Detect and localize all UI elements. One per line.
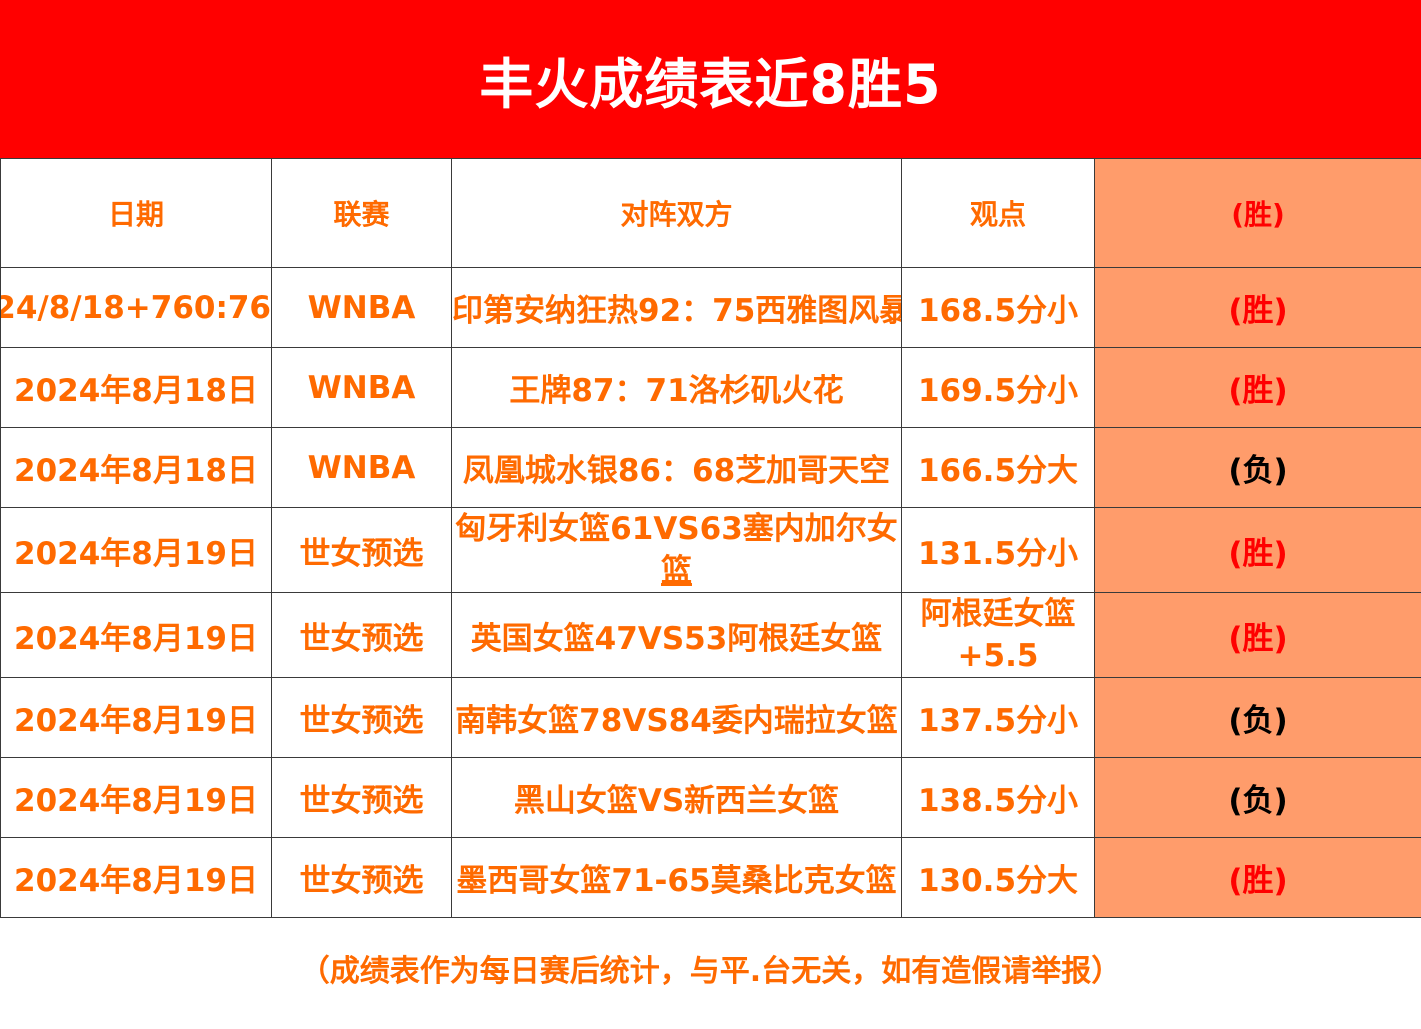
results-table: 日期 联赛 对阵双方 观点 (胜) 2024/8/18+760:76 WNBA … [0,158,1421,918]
table-row: 2024年8月19日 世女预选 黑山女篮VS新西兰女篮 138.5分小 (负) [0,757,1421,838]
header-date: 日期 [0,158,272,268]
header-result: (胜) [1094,158,1421,268]
date-cell: 2024年8月19日 [0,677,272,758]
date-cell: 2024年8月19日 [0,592,272,678]
header-match: 对阵双方 [451,158,902,268]
view-cell: 166.5分大 [901,427,1095,508]
match-cell: 墨西哥女篮71-65莫桑比克女篮 [451,837,902,918]
view-cell: 138.5分小 [901,757,1095,838]
league-cell: 世女预选 [271,757,452,838]
table-row: 2024年8月18日 WNBA 王牌87：71洛杉矶火花 169.5分小 (胜) [0,347,1421,428]
table-row: 2024年8月19日 世女预选 匈牙利女篮61VS63塞内加尔女 篮 131.5… [0,507,1421,593]
result-cell: (胜) [1094,507,1421,593]
match-line: 匈牙利女篮61VS63塞内加尔女 [455,511,898,547]
match-cell: 王牌87：71洛杉矶火花 [451,347,902,428]
view-line: +5.5 [957,638,1039,674]
view-cell: 131.5分小 [901,507,1095,593]
date-cell: 2024年8月18日 [0,427,272,508]
view-cell: 168.5分小 [901,267,1095,348]
match-cell: 匈牙利女篮61VS63塞内加尔女 篮 [451,507,902,593]
date-cell: 2024年8月19日 [0,507,272,593]
view-cell: 137.5分小 [901,677,1095,758]
result-cell: (胜) [1094,347,1421,428]
disclaimer: （成绩表作为每日赛后统计，与平.台无关，如有造假请举报） [299,954,1122,989]
result-cell: (胜) [1094,837,1421,918]
match-cell: 凤凰城水银86：68芝加哥天空 [451,427,902,508]
table-row: 2024/8/18+760:76 WNBA 印第安纳狂热92：75西雅图风暴 1… [0,267,1421,348]
match-line: 篮 [661,553,692,589]
view-cell: 169.5分小 [901,347,1095,428]
date-cell: 2024年8月19日 [0,837,272,918]
header-view: 观点 [901,158,1095,268]
table-row: 2024年8月19日 世女预选 英国女篮47VS53阿根廷女篮 阿根廷女篮 +5… [0,592,1421,678]
table-row: 2024年8月19日 世女预选 墨西哥女篮71-65莫桑比克女篮 130.5分大… [0,837,1421,918]
view-cell: 阿根廷女篮 +5.5 [901,592,1095,678]
table-row: 2024年8月18日 WNBA 凤凰城水银86：68芝加哥天空 166.5分大 … [0,427,1421,508]
league-cell: WNBA [271,267,452,348]
sheet-title: 丰火成绩表近8胜5 [479,52,942,116]
league-cell: WNBA [271,427,452,508]
result-cell: (负) [1094,677,1421,758]
header-row: 日期 联赛 对阵双方 观点 (胜) [0,158,1421,268]
title-bar: 丰火成绩表近8胜5 [0,0,1421,159]
match-cell: 印第安纳狂热92：75西雅图风暴 [451,267,902,348]
date-cell: 2024/8/18+760:76 [0,267,272,348]
result-cell: (负) [1094,427,1421,508]
result-cell: (负) [1094,757,1421,838]
league-cell: 世女预选 [271,592,452,678]
date-cell: 2024年8月18日 [0,347,272,428]
view-cell: 130.5分大 [901,837,1095,918]
view-line: 阿根廷女篮 [920,596,1076,632]
match-cell: 南韩女篮78VS84委内瑞拉女篮 [451,677,902,758]
result-cell: (胜) [1094,592,1421,678]
league-cell: WNBA [271,347,452,428]
league-cell: 世女预选 [271,677,452,758]
header-league: 联赛 [271,158,452,268]
date-cell: 2024年8月19日 [0,757,272,838]
league-cell: 世女预选 [271,507,452,593]
match-cell: 英国女篮47VS53阿根廷女篮 [451,592,902,678]
table-row: 2024年8月19日 世女预选 南韩女篮78VS84委内瑞拉女篮 137.5分小… [0,677,1421,758]
league-cell: 世女预选 [271,837,452,918]
match-cell: 黑山女篮VS新西兰女篮 [451,757,902,838]
result-cell: (胜) [1094,267,1421,348]
